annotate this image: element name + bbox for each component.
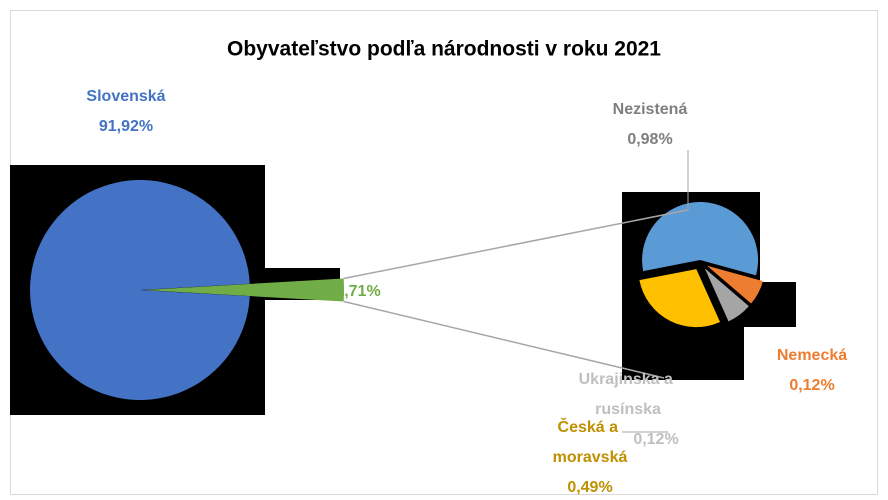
category-label: Česká a moravská — [553, 417, 628, 466]
pie-slice — [707, 265, 764, 304]
value-label: 91,92% — [99, 118, 153, 135]
chart-title: Obyvateľstvo podľa národnosti v roku 202… — [227, 38, 661, 61]
connector — [343, 300, 665, 379]
value-label: 1,71% — [335, 283, 380, 300]
pie-slice — [704, 268, 749, 322]
connector — [343, 209, 689, 280]
pie-slice — [30, 179, 250, 400]
category-label: Ukrajinska a rusínska — [579, 371, 678, 418]
pie-slice — [642, 202, 759, 276]
category-label: Slovenská — [86, 88, 165, 105]
value-label: 0,12% — [789, 377, 834, 394]
category-label: Nezistená — [613, 101, 688, 118]
label-line: Ukrajinska a — [579, 371, 678, 388]
value-label: 0,12% — [633, 431, 678, 448]
label-line: Česká a — [558, 417, 623, 436]
pie-slice — [639, 269, 721, 328]
label-line: moravská — [553, 449, 628, 466]
value-label: 0,98% — [627, 131, 672, 148]
value-label: 0,49% — [567, 479, 612, 495]
category-label: Nemecká — [777, 347, 847, 364]
pie-slice — [144, 278, 345, 302]
label-line: rusínska — [595, 401, 661, 418]
